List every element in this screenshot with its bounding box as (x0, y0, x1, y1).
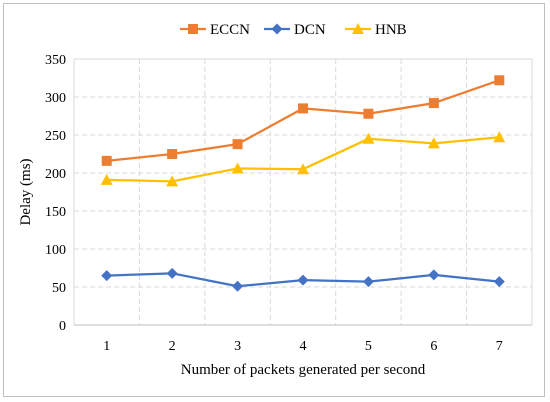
x-axis-title: Number of packets generated per second (181, 362, 426, 378)
legend-item-hnb: HNB (345, 22, 407, 38)
data-point-eccn (428, 98, 439, 109)
data-point-dcn (166, 267, 178, 279)
y-axis-tick-labels: 0 50 100 150 200 250 300 350 (45, 53, 66, 334)
data-point-dcn (362, 276, 374, 288)
y-tick-label: 300 (45, 91, 66, 106)
y-tick-label: 200 (45, 167, 66, 182)
x-tick-label: 3 (234, 339, 241, 354)
data-point-dcn (297, 274, 309, 286)
series-line-eccn (106, 79, 500, 162)
data-point-hnb (362, 132, 375, 144)
legend-item-dcn: DCN (264, 22, 326, 38)
legend: ECCN DCN HNB (180, 22, 407, 38)
x-tick-label: 7 (496, 339, 503, 354)
data-point-eccn (232, 139, 243, 150)
data-point-eccn (494, 75, 505, 86)
data-point-dcn (493, 276, 505, 288)
data-point-hnb (297, 163, 309, 175)
data-point-eccn (101, 155, 112, 166)
legend-item-eccn: ECCN (180, 22, 250, 38)
y-tick-label: 350 (45, 53, 66, 68)
y-tick-label: 150 (45, 205, 66, 220)
y-tick-label: 0 (59, 319, 66, 334)
legend-marker-hnb (352, 23, 364, 34)
data-point-hnb (166, 175, 179, 187)
series-eccn (101, 75, 505, 166)
data-point-hnb (427, 137, 440, 149)
x-tick-label: 4 (300, 339, 307, 354)
x-axis-tick-labels: 1 2 3 4 5 6 7 (103, 339, 503, 354)
data-point-hnb (231, 162, 244, 174)
series-hnb (100, 131, 506, 187)
series-group (100, 75, 506, 292)
x-tick-label: 6 (430, 339, 437, 354)
legend-label-dcn: DCN (294, 22, 326, 38)
legend-label-eccn: ECCN (210, 22, 250, 38)
plot-area (73, 58, 533, 326)
data-point-eccn (167, 149, 178, 159)
x-tick-label: 1 (103, 339, 110, 354)
chart-frame (3, 3, 545, 397)
y-tick-label: 250 (45, 129, 66, 144)
series-line-hnb (106, 136, 500, 183)
x-tick-label: 2 (169, 339, 176, 354)
y-tick-label: 50 (52, 281, 66, 296)
x-tick-label: 5 (365, 339, 372, 354)
legend-label-hnb: HNB (375, 22, 407, 38)
data-point-hnb (493, 131, 506, 143)
data-point-eccn (298, 103, 308, 114)
series-dcn (101, 267, 505, 292)
legend-marker-dcn (271, 23, 283, 35)
data-point-dcn (101, 270, 113, 282)
y-tick-label: 100 (45, 243, 66, 258)
data-point-dcn (232, 280, 244, 292)
data-point-dcn (428, 269, 440, 281)
y-axis-title: Delay (ms) (18, 158, 34, 225)
data-point-eccn (363, 108, 374, 119)
legend-marker-eccn (188, 24, 198, 34)
data-point-hnb (100, 173, 113, 185)
